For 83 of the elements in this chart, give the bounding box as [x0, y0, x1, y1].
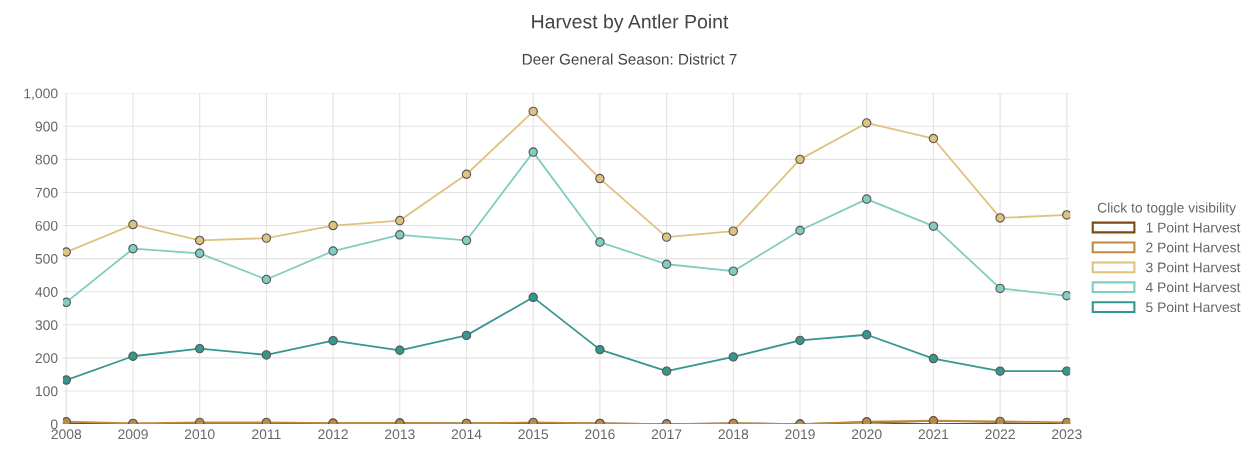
- point: [128, 351, 138, 361]
- y-tick-label: 300: [35, 320, 58, 330]
- point: [62, 297, 72, 308]
- point: [595, 344, 605, 355]
- point: [728, 226, 739, 236]
- y-tick-label: 400: [35, 287, 58, 297]
- x-tick-label: 2011: [252, 429, 281, 440]
- legend-title: Click to toggle visibility: [1097, 202, 1237, 216]
- x-tick-label: 2008: [51, 429, 82, 440]
- point: [795, 335, 805, 346]
- point: [528, 147, 538, 157]
- x-tick-label: 2009: [118, 429, 148, 440]
- x-tick-label: 2010: [184, 429, 215, 440]
- x-tick-label: 2012: [318, 429, 348, 440]
- point: [328, 220, 338, 231]
- point: [194, 248, 205, 259]
- y-tick-label: 1,000: [24, 88, 58, 101]
- point: [461, 235, 472, 246]
- point: [1062, 290, 1071, 301]
- point: [995, 366, 1005, 376]
- y-tick-label: 900: [35, 121, 58, 132]
- y-tick-label: 100: [35, 386, 58, 397]
- point: [62, 247, 72, 257]
- y-tick-label: 600: [35, 220, 58, 231]
- y-tick-label: 700: [35, 187, 58, 198]
- x-tick-label: 2019: [785, 429, 815, 440]
- x-tick-label: 2014: [451, 429, 482, 440]
- y-tick-label: 800: [35, 154, 58, 165]
- legend-label: 1 Point Harvest: [1146, 222, 1241, 233]
- point: [928, 353, 939, 364]
- point: [461, 330, 472, 341]
- point: [395, 230, 405, 240]
- point: [795, 154, 805, 165]
- point: [194, 235, 205, 246]
- point: [261, 274, 272, 285]
- legend-label: 2 Point Harvest: [1146, 242, 1241, 253]
- point: [128, 243, 138, 254]
- point: [261, 233, 272, 243]
- y-tick-label: 0: [50, 419, 58, 430]
- point: [795, 225, 805, 236]
- point: [595, 237, 605, 247]
- point: [528, 292, 538, 303]
- point: [194, 343, 205, 354]
- point: [595, 173, 605, 184]
- point: [395, 215, 405, 226]
- point: [928, 133, 939, 144]
- x-tick-label: 2021: [918, 429, 949, 440]
- chart-title: Harvest by Antler Point: [532, 14, 729, 33]
- x-tick-label: 2013: [385, 429, 415, 440]
- point: [461, 169, 472, 179]
- legend-label: 4 Point Harvest: [1145, 281, 1241, 293]
- point: [128, 219, 138, 230]
- point: [995, 213, 1005, 223]
- legend-label: 5 Point Harvest: [1146, 301, 1241, 313]
- point: [1062, 366, 1071, 376]
- legend-label: 3 Point Harvest: [1146, 262, 1241, 273]
- point: [995, 283, 1005, 294]
- point: [528, 106, 538, 117]
- point: [661, 259, 672, 269]
- x-tick-label: 2018: [718, 429, 749, 440]
- x-tick-label: 2020: [851, 429, 882, 440]
- point: [661, 232, 672, 242]
- x-tick-label: 2022: [985, 429, 1015, 440]
- x-tick-label: 2015: [518, 429, 549, 440]
- point: [395, 345, 405, 355]
- point: [728, 352, 739, 362]
- x-tick-label: 2016: [585, 429, 615, 440]
- point: [861, 330, 872, 340]
- point: [328, 246, 338, 256]
- point: [1062, 210, 1071, 220]
- point: [261, 350, 272, 360]
- point: [861, 118, 872, 128]
- y-tick-label: 500: [35, 253, 58, 264]
- point: [928, 221, 939, 231]
- point: [62, 375, 72, 385]
- y-tick-label: 200: [35, 353, 58, 364]
- x-tick-label: 2017: [651, 429, 682, 440]
- chart-subtitle: Deer General Season: District 7: [522, 53, 737, 65]
- point: [861, 194, 872, 204]
- point: [328, 335, 338, 346]
- point: [661, 366, 672, 376]
- x-tick-label: 2023: [1052, 429, 1082, 440]
- point: [728, 266, 739, 276]
